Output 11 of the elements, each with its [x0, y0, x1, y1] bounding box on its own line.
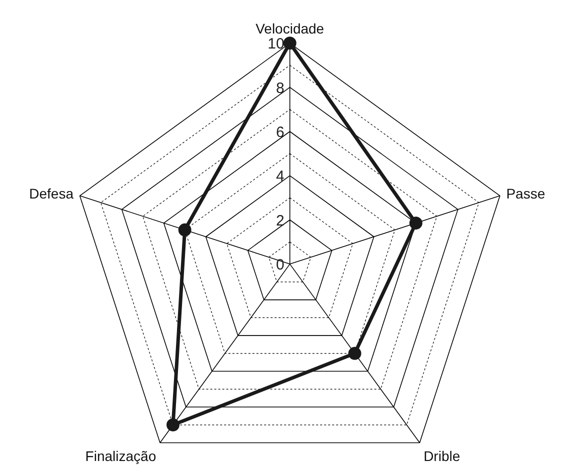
y-tick-label: 2: [276, 212, 284, 230]
spoke-label: Defesa: [29, 186, 74, 202]
spoke-label: Velocidade: [256, 20, 324, 37]
y-tick-label: 4: [276, 168, 284, 186]
y-tick-label: 0: [276, 256, 284, 274]
y-tick-label: 6: [276, 124, 284, 141]
spoke-label: Passe: [506, 186, 546, 202]
y-tick-label: 8: [276, 80, 284, 97]
spoke-label: Finalização: [85, 448, 156, 464]
spoke-label: Drible: [424, 448, 460, 464]
y-tick-label: 10: [268, 36, 284, 53]
